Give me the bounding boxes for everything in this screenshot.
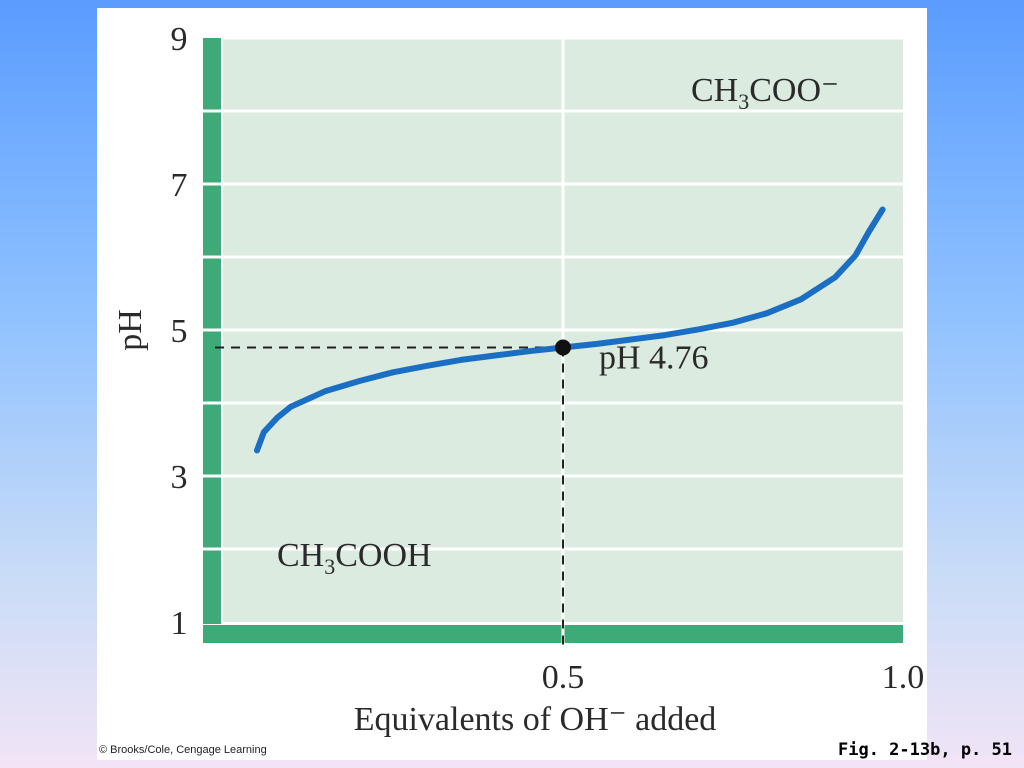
y-tick-label: 3 <box>171 459 188 496</box>
x-axis-title: Equivalents of OH⁻ added <box>354 701 717 738</box>
x-axis-bar <box>203 625 903 643</box>
y-tick-label: 9 <box>171 21 188 58</box>
x-tick-label: 1.0 <box>882 659 925 696</box>
midpoint-label: pH 4.76 <box>599 340 709 377</box>
y-axis-title: pH <box>112 309 149 351</box>
figure-label: Fig. 2-13b, p. 51 <box>838 740 1012 760</box>
y-tick-label: 1 <box>171 605 188 642</box>
copyright-credit: © Brooks/Cole, Cengage Learning <box>99 744 267 756</box>
titration-chart: 1 3 5 7 9 0.5 1.0 pH Equivalents of OH⁻ added pH … <box>112 21 925 738</box>
y-tick-label: 7 <box>171 167 188 204</box>
base-species-label: CH3COO⁻ <box>691 72 839 114</box>
figure-panel: 1 3 5 7 9 0.5 1.0 pH Equivalents of OH⁻ added pH … <box>97 8 927 760</box>
y-tick-label: 5 <box>171 313 188 350</box>
midpoint-marker <box>555 339 571 356</box>
acid-species-label: CH3COOH <box>277 537 432 579</box>
x-tick-label: 0.5 <box>542 659 585 696</box>
